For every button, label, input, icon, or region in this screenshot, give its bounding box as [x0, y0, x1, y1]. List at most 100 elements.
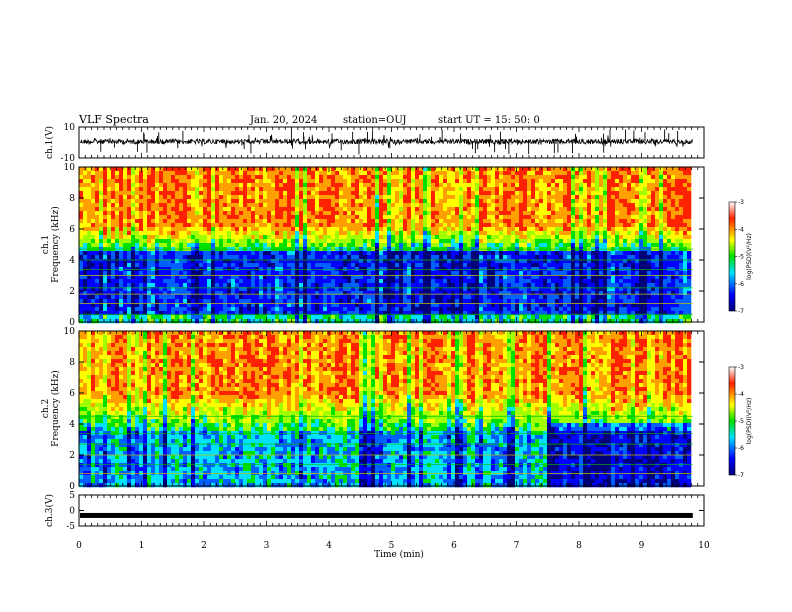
spectrogram-cell: [291, 179, 296, 184]
spectrogram-cell: [79, 215, 84, 220]
spectrogram-cell: [571, 243, 576, 248]
spectrogram-cell: [559, 255, 564, 260]
spectrogram-cell: [395, 231, 400, 236]
spectrogram-cell: [423, 235, 428, 240]
spectrogram-cell: [359, 203, 364, 208]
spectrogram-cell: [283, 175, 288, 180]
spectrogram-cell: [591, 251, 596, 256]
spectrogram-cell: [531, 171, 536, 176]
spectrogram-cell: [455, 187, 460, 192]
spectrogram-cell: [147, 279, 152, 284]
spectrogram-cell: [471, 199, 476, 204]
spectrogram-cell: [599, 227, 604, 232]
spectrogram-cell: [423, 207, 428, 212]
spectrogram-cell: [443, 275, 448, 280]
spectrogram-cell: [355, 207, 360, 212]
spectrogram-cell: [155, 223, 160, 228]
spectrogram-cell: [83, 215, 88, 220]
spectrogram-cell: [407, 223, 412, 228]
spectrogram-cell: [95, 271, 100, 276]
spectrogram-cell: [455, 211, 460, 216]
spectrogram-cell: [595, 187, 600, 192]
spectrogram-cell: [183, 207, 188, 212]
spectrogram-cell: [443, 167, 448, 172]
spectrogram-cell: [259, 231, 264, 236]
spectrogram-cell: [111, 195, 116, 200]
spectrogram-cell: [535, 243, 540, 248]
spectrogram-cell: [91, 263, 96, 268]
spectrogram-cell: [559, 215, 564, 220]
spectrogram-cell: [307, 223, 312, 228]
spectrogram-cell: [527, 275, 532, 280]
spectrogram-cell: [339, 175, 344, 180]
spectrogram-cell: [527, 235, 532, 240]
spectrogram-cell: [687, 231, 692, 236]
spectrogram-cell: [163, 203, 168, 208]
spectrogram-cell: [515, 283, 520, 288]
spectrogram-cell: [135, 191, 140, 196]
spectrogram-cell: [207, 259, 212, 264]
spectrogram-cell: [535, 203, 540, 208]
spectrogram-cell: [119, 191, 124, 196]
spectrogram-cell: [423, 175, 428, 180]
spectrogram-cell: [415, 203, 420, 208]
spectrogram-cell: [455, 219, 460, 224]
spectrogram-cell: [551, 231, 556, 236]
spectrogram-cell: [331, 175, 336, 180]
spectrogram-cell: [143, 239, 148, 244]
spectrogram-cell: [415, 239, 420, 244]
spectrogram-cell: [103, 287, 108, 292]
spectrogram-cell: [631, 243, 636, 248]
spectrogram-cell: [235, 219, 240, 224]
spectrogram-cell: [555, 287, 560, 292]
spectrogram-cell: [471, 191, 476, 196]
spectrogram-cell: [183, 243, 188, 248]
spectrogram-cell: [603, 171, 608, 176]
spectrogram-cell: [635, 243, 640, 248]
spectrogram-cell: [443, 175, 448, 180]
spectrogram-cell: [455, 283, 460, 288]
spectrogram-cell: [87, 275, 92, 280]
spectrogram-cell: [563, 231, 568, 236]
spectrogram-cell: [551, 235, 556, 240]
spectrogram-cell: [419, 227, 424, 232]
spectrogram-cell: [343, 195, 348, 200]
spectrogram-cell: [235, 179, 240, 184]
spectrogram-cell: [343, 231, 348, 236]
spectrogram-cell: [231, 211, 236, 216]
spectrogram-cell: [183, 239, 188, 244]
spectrogram-cell: [443, 255, 448, 260]
spectrogram-cell: [135, 183, 140, 188]
spectrogram-cell: [279, 263, 284, 268]
spectrogram-cell: [599, 279, 604, 284]
spectrogram-cell: [547, 231, 552, 236]
spectrogram-cell: [219, 231, 224, 236]
spectrogram-cell: [391, 235, 396, 240]
spectrogram-cell: [83, 235, 88, 240]
spectrogram-cell: [175, 231, 180, 236]
spectrogram-cell: [551, 243, 556, 248]
spectrogram-cell: [559, 271, 564, 276]
spectrogram-cell: [335, 283, 340, 288]
spectrogram-cell: [171, 219, 176, 224]
spectrogram-cell: [167, 171, 172, 176]
spectrogram-cell: [427, 191, 432, 196]
spectrogram-cell: [387, 175, 392, 180]
spectrogram-cell: [479, 187, 484, 192]
spectrogram-cell: [231, 279, 236, 284]
spectrogram-cell: [415, 243, 420, 248]
spectrogram-cell: [331, 171, 336, 176]
spectrogram-cell: [627, 179, 632, 184]
spectrogram-cell: [391, 199, 396, 204]
spectrogram-cell: [479, 271, 484, 276]
spectrogram-cell: [235, 259, 240, 264]
spectrogram-cell: [311, 227, 316, 232]
spectrogram-cell: [283, 187, 288, 192]
spectrogram-cell: [519, 251, 524, 256]
spectrogram-cell: [179, 191, 184, 196]
spectrogram-cell: [487, 199, 492, 204]
spectrogram-cell: [247, 171, 252, 176]
spectrogram-cell: [423, 287, 428, 292]
spectrogram-cell: [683, 171, 688, 176]
spectrogram-cell: [459, 243, 464, 248]
